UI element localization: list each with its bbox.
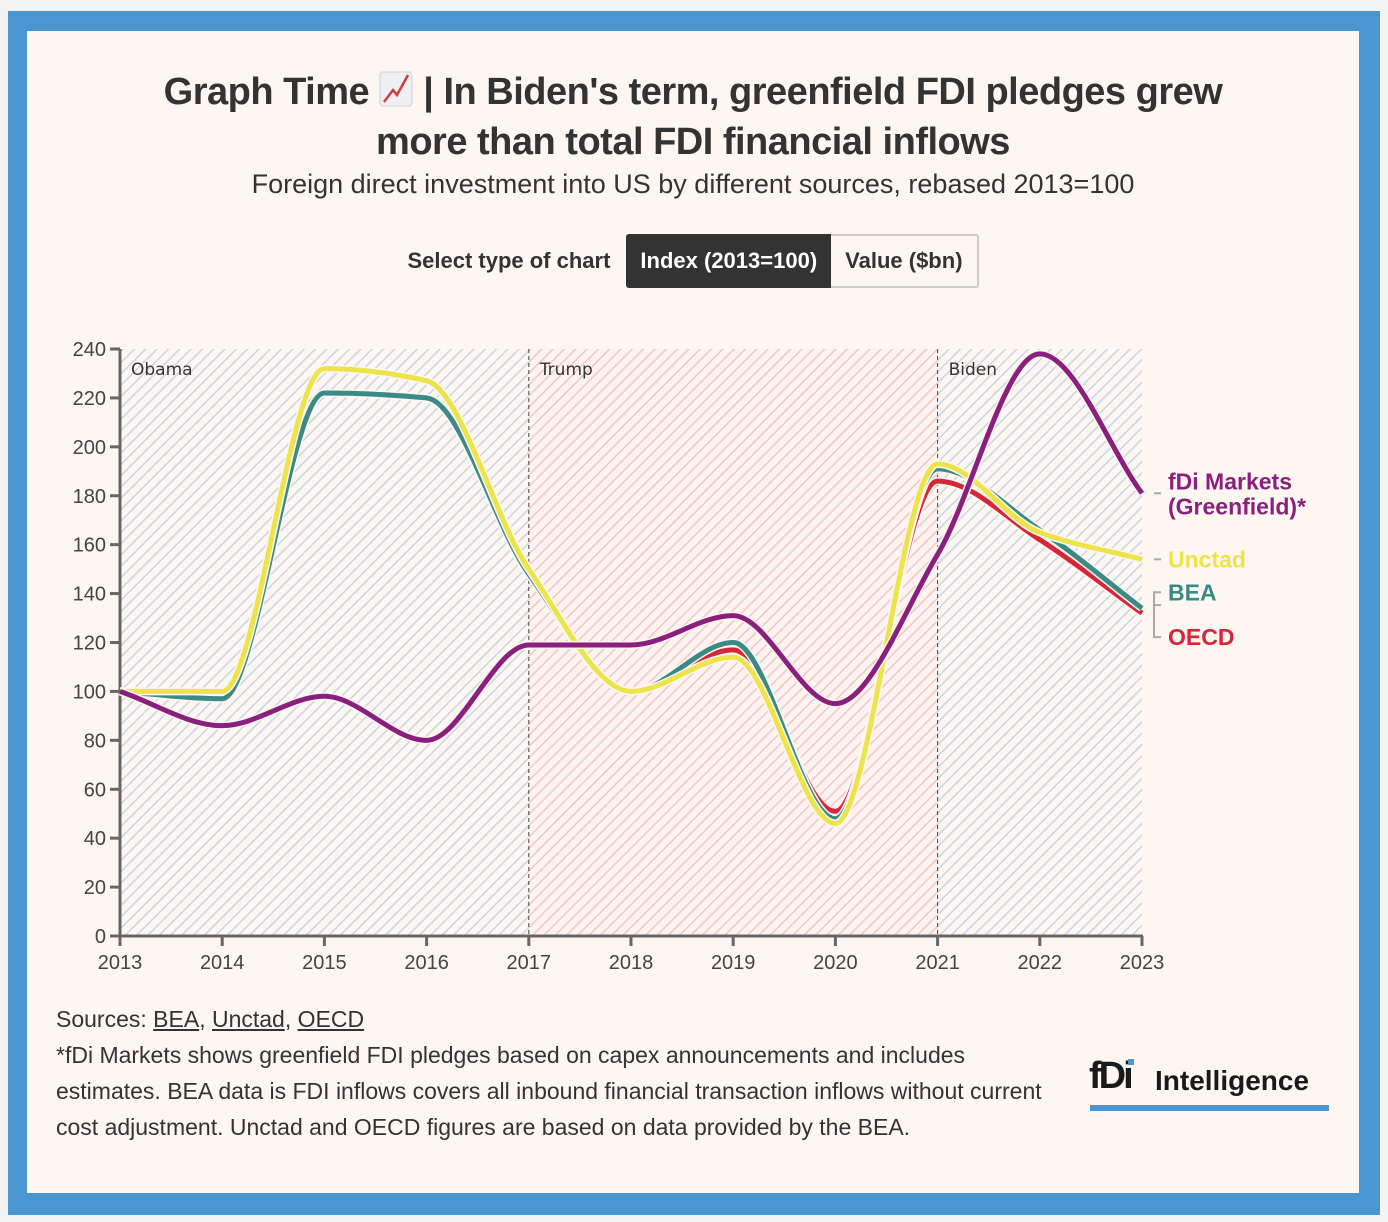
x-tick-label: 2022 bbox=[1018, 952, 1063, 974]
data-point-bea[interactable] bbox=[218, 695, 226, 703]
sources-prefix: Sources: bbox=[56, 1006, 154, 1032]
data-point-unctad[interactable] bbox=[1138, 555, 1146, 563]
data-point-fdi_markets[interactable] bbox=[1036, 350, 1044, 358]
era-label-trump: Trump bbox=[539, 360, 593, 380]
y-tick-label: 200 bbox=[73, 437, 106, 459]
data-point-fdi_markets[interactable] bbox=[1138, 489, 1146, 497]
x-tick-label: 2017 bbox=[507, 952, 552, 974]
data-point-fdi_markets[interactable] bbox=[831, 700, 839, 708]
logo-dot bbox=[1128, 1059, 1134, 1065]
data-point-bea[interactable] bbox=[423, 394, 431, 402]
index-option-button[interactable]: Index (2013=100) bbox=[626, 234, 832, 288]
footer: Sources: BEA, Unctad, OECD *fDi Markets … bbox=[56, 1001, 1056, 1145]
chart-subtitle: Foreign direct investment into US by dif… bbox=[251, 169, 1135, 199]
data-point-bea[interactable] bbox=[729, 639, 737, 647]
logo-underline bbox=[1090, 1105, 1329, 1111]
data-point-unctad[interactable] bbox=[423, 377, 431, 385]
source-link-oecd[interactable]: OECD bbox=[297, 1006, 365, 1032]
data-point-fdi_markets[interactable] bbox=[320, 692, 328, 700]
title-suffix: | In Biden's term, greenfield FDI pledge… bbox=[423, 71, 1223, 113]
y-tick-label: 100 bbox=[73, 681, 106, 703]
x-tick-label: 2019 bbox=[711, 952, 756, 974]
data-point-fdi_markets[interactable] bbox=[525, 641, 533, 649]
data-point-unctad[interactable] bbox=[320, 365, 328, 373]
y-tick-label: 220 bbox=[73, 388, 106, 410]
data-point-unctad[interactable] bbox=[934, 460, 942, 468]
data-point-unctad[interactable] bbox=[525, 565, 533, 573]
title-line2: more than total FDI financial inflows bbox=[376, 121, 1010, 163]
x-tick-label: 2020 bbox=[813, 952, 858, 974]
y-tick-label: 40 bbox=[84, 828, 106, 850]
legend-connector bbox=[1153, 591, 1161, 606]
y-tick-label: 160 bbox=[73, 535, 106, 557]
legend-label-oecd: OECD bbox=[1168, 624, 1234, 650]
logo-text: Intelligence bbox=[1155, 1065, 1310, 1096]
legend-label-fdi-markets: fDi Markets bbox=[1168, 468, 1292, 494]
logo-mark: fDi bbox=[1089, 1055, 1134, 1097]
legend-label-bea: BEA bbox=[1168, 579, 1217, 605]
series-line-unctad bbox=[120, 366, 1143, 826]
x-tick-label: 2023 bbox=[1120, 952, 1165, 974]
x-tick-label: 2013 bbox=[98, 952, 143, 974]
data-point-unctad[interactable] bbox=[1036, 528, 1044, 536]
y-tick-label: 60 bbox=[84, 779, 106, 801]
data-point-fdi_markets[interactable] bbox=[218, 722, 226, 730]
x-tick-label: 2016 bbox=[404, 952, 449, 974]
data-point-bea[interactable] bbox=[1138, 604, 1146, 612]
data-point-fdi_markets[interactable] bbox=[627, 641, 635, 649]
fdi-intelligence-logo: fDi Intelligence bbox=[1089, 1053, 1329, 1113]
y-tick-label: 20 bbox=[84, 877, 106, 899]
era-band-obama bbox=[120, 349, 529, 936]
x-tick-label: 2021 bbox=[915, 952, 960, 974]
data-point-unctad[interactable] bbox=[729, 653, 737, 661]
y-tick-label: 120 bbox=[73, 633, 106, 655]
data-point-fdi_markets[interactable] bbox=[423, 736, 431, 744]
y-tick-label: 240 bbox=[73, 339, 106, 361]
data-point-fdi_markets[interactable] bbox=[729, 612, 737, 620]
legend-label-fdi-markets-line2: (Greenfield)* bbox=[1168, 493, 1306, 519]
y-tick-label: 180 bbox=[73, 486, 106, 508]
x-tick-label: 2015 bbox=[302, 952, 347, 974]
x-tick-label: 2018 bbox=[609, 952, 654, 974]
source-link-unctad[interactable]: Unctad bbox=[211, 1006, 285, 1032]
chart-title: Graph Time | In Biden's term, greenfield… bbox=[27, 67, 1359, 167]
y-tick-label: 140 bbox=[73, 584, 106, 606]
data-point-fdi_markets[interactable] bbox=[934, 550, 942, 558]
data-point-unctad[interactable] bbox=[627, 687, 635, 695]
data-point-bea[interactable] bbox=[320, 389, 328, 397]
y-tick-label: 0 bbox=[95, 926, 106, 948]
source-link-bea[interactable]: BEA bbox=[153, 1006, 200, 1032]
outer-frame: Graph Time | In Biden's term, greenfield… bbox=[8, 11, 1380, 1215]
era-label-biden: Biden bbox=[949, 360, 997, 380]
data-point-unctad[interactable] bbox=[831, 819, 839, 827]
line-chart: Obama Trump Biden 0 20 40 60 80 100 120 140 160 180… bbox=[73, 339, 1306, 974]
y-tick-label: 80 bbox=[84, 730, 106, 752]
data-point-fdi_markets[interactable] bbox=[116, 687, 124, 695]
title-prefix: Graph Time bbox=[163, 71, 370, 113]
x-tick-label: 2014 bbox=[200, 952, 245, 974]
era-label-obama: Obama bbox=[131, 360, 193, 380]
data-point-unctad[interactable] bbox=[218, 687, 226, 695]
value-option-button[interactable]: Value ($bn) bbox=[831, 234, 979, 288]
era-band-biden bbox=[937, 349, 1142, 936]
chart-increasing-icon bbox=[379, 70, 413, 108]
toggle-label: Select type of chart bbox=[407, 248, 611, 273]
sources-line: Sources: BEA, Unctad, OECD bbox=[56, 1006, 365, 1032]
chart-type-toggle: Select type of chart Index (2013=100) Va… bbox=[27, 234, 1359, 288]
legend-label-unctad: Unctad bbox=[1168, 546, 1246, 572]
footnote: *fDi Markets shows greenfield FDI pledge… bbox=[56, 1042, 1042, 1140]
legend-connector bbox=[1153, 604, 1161, 639]
chart-card: Graph Time | In Biden's term, greenfield… bbox=[27, 31, 1359, 1193]
data-point-oecd[interactable] bbox=[934, 477, 942, 485]
series-line-fdi_markets bbox=[119, 351, 1145, 743]
